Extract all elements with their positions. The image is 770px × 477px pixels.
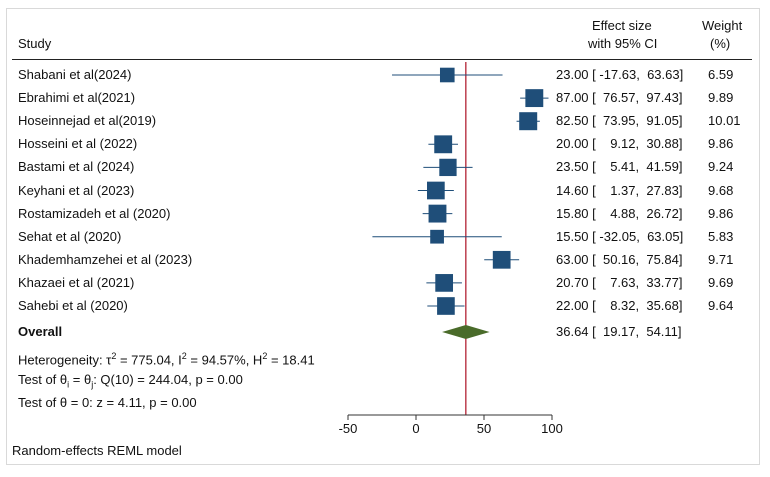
study-weight-3: 10.01 (708, 113, 741, 129)
h2-value: 18.41 (282, 352, 315, 368)
study-ci-6: 14.60 [ 1.37, 27.83] (556, 182, 683, 198)
study-ci-1: 23.00 [ -17.63, 63.63] (556, 67, 684, 82)
x-tick-label-1: -50 (338, 421, 358, 436)
study-ci-2: 87.00 [ 76.57, 97.43] (556, 90, 683, 106)
overall-label: Overall (18, 324, 63, 339)
study-name-7: Rostamizadeh et al (2020) (18, 205, 171, 221)
study-weight-2: 9.89 (708, 90, 734, 106)
study-name-4: Hosseini et al (2022) (18, 136, 138, 152)
study-marker-6 (427, 181, 445, 200)
heterogeneity-prefix: Heterogeneity: (18, 352, 107, 368)
theta-test-value: z = 4.11, p = 0.00 (96, 395, 197, 410)
study-weight-4: 9.86 (708, 136, 734, 152)
study-name-5: Bastami et al (2024) (18, 159, 135, 175)
study-marker-2 (525, 89, 544, 108)
study-ci-5: 23.50 [ 5.41, 41.59] (556, 159, 683, 175)
x-tick-label-4: 100 (541, 421, 563, 436)
tau2-value: 775.04 (131, 352, 171, 368)
header-study: Study (18, 36, 52, 51)
q-test: Test of θi = θj: Q(10) = 244.04, p = 0.0… (18, 372, 243, 390)
study-weight-1: 6.59 (708, 67, 734, 82)
study-name-3: Hoseinnejad et al(2019) (18, 113, 157, 129)
study-marker-11 (437, 297, 455, 315)
study-ci-9: 63.00 [ 50.16, 75.84] (556, 251, 683, 267)
study-marker-1 (439, 67, 455, 83)
study-name-2: Ebrahimi et al(2021) (18, 90, 136, 106)
header-effect-size: Effect size (592, 18, 652, 33)
q-test-value: Q(10) = 244.04, p = 0.00 (100, 372, 243, 387)
i2-value: 94.57% (201, 352, 246, 368)
header-weight: Weight (702, 18, 743, 33)
header-weight-unit: (%) (710, 36, 731, 51)
study-ci-10: 20.70 [ 7.63, 33.77] (556, 274, 683, 290)
heterogeneity-stats: Heterogeneity: τ2 = 775.04, I2 = 94.57%,… (18, 351, 315, 368)
study-marker-5 (439, 158, 457, 177)
study-weight-10: 9.69 (708, 274, 734, 290)
study-ci-4: 20.00 [ 9.12, 30.88] (556, 136, 683, 152)
study-weight-6: 9.68 (708, 182, 734, 198)
study-weight-9: 9.71 (708, 251, 734, 267)
study-name-9: Khademhamzehei et al (2023) (18, 251, 193, 267)
study-weight-5: 9.24 (708, 159, 734, 175)
study-marker-4 (434, 135, 453, 154)
study-marker-3 (519, 112, 538, 131)
overall-diamond (442, 325, 490, 339)
study-marker-10 (435, 274, 454, 292)
model-label: Random-effects REML model (12, 443, 182, 458)
study-name-1: Shabani et al(2024) (18, 67, 132, 82)
study-weight-11: 9.64 (708, 298, 734, 313)
study-weight-7: 9.86 (708, 205, 734, 221)
study-name-10: Khazaei et al (2021) (18, 274, 135, 290)
overall-ci: 36.64 [ 19.17, 54.11] (556, 324, 682, 339)
header-ci: with 95% CI (588, 36, 658, 51)
study-marker-8 (430, 229, 444, 244)
study-ci-8: 15.50 [ -32.05, 63.05] (556, 228, 684, 244)
study-name-11: Sahebi et al (2020) (18, 298, 128, 313)
study-marker-7 (428, 204, 447, 223)
x-tick-label-2: 0 (412, 421, 420, 436)
study-marker-9 (492, 250, 511, 269)
study-ci-3: 82.50 [ 73.95, 91.05] (556, 113, 683, 129)
study-name-8: Sehat et al (2020) (18, 228, 122, 244)
study-ci-11: 22.00 [ 8.32, 35.68] (556, 298, 683, 313)
theta-test: Test of θ = 0: z = 4.11, p = 0.00 (18, 395, 197, 410)
study-ci-7: 15.80 [ 4.88, 26.72] (556, 205, 683, 221)
x-tick-label-3: 50 (476, 421, 492, 436)
study-weight-8: 5.83 (708, 228, 734, 244)
study-name-6: Keyhani et al (2023) (18, 182, 135, 198)
